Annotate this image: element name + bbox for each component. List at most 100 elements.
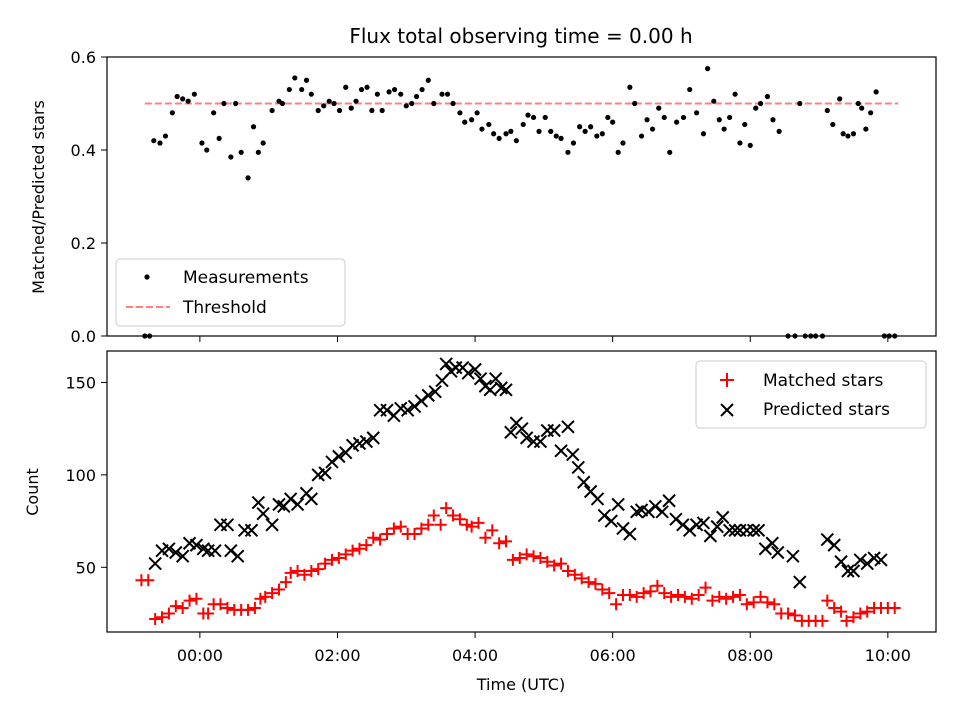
measurement-point xyxy=(582,128,588,134)
measurement-point xyxy=(204,147,210,153)
matched-star-point xyxy=(678,590,691,603)
measurement-point xyxy=(386,89,392,95)
measurement-point xyxy=(570,140,577,146)
bottom-legend-label-predicted: Predicted stars xyxy=(763,400,890,420)
measurement-point xyxy=(558,135,564,141)
measurement-point xyxy=(491,131,497,137)
predicted-star-point xyxy=(696,516,711,530)
x-tick-label: 10:00 xyxy=(865,646,911,665)
matched-star-point xyxy=(699,581,712,594)
matched-star-point xyxy=(291,564,304,577)
matched-star-point xyxy=(305,564,318,577)
measurement-point xyxy=(513,138,519,144)
measurement-point xyxy=(174,93,180,100)
measurements-legend-marker xyxy=(144,274,150,280)
predicted-star-point xyxy=(220,518,235,532)
top-legend-label-measurements: Measurements xyxy=(183,268,309,288)
matched-star-point xyxy=(434,518,447,531)
matched-star-point xyxy=(630,590,643,603)
predicted-star-point xyxy=(162,542,176,556)
matched-star-point xyxy=(603,587,616,600)
measurement-point xyxy=(704,66,711,72)
matched-star-point xyxy=(284,566,297,579)
matched-star-point xyxy=(408,528,421,541)
measurement-point xyxy=(462,119,468,125)
measurement-point xyxy=(863,126,869,132)
predicted-star-point xyxy=(571,460,585,475)
measurement-point xyxy=(830,121,836,128)
measurement-point xyxy=(520,121,526,128)
matched-star-point xyxy=(493,537,506,550)
predicted-star-point xyxy=(504,425,518,440)
measurement-point xyxy=(151,138,157,144)
matched-star-point xyxy=(596,583,609,596)
predicted-star-point xyxy=(483,383,497,397)
matched-star-point xyxy=(706,594,719,607)
measurement-point xyxy=(162,133,169,139)
predicted-star-point xyxy=(623,527,637,541)
top-y-axis-label: Matched/Predicted stars xyxy=(29,100,48,294)
matched-star-point xyxy=(788,609,801,622)
measurement-point xyxy=(255,149,261,155)
matched-star-point xyxy=(394,520,407,533)
measurement-point xyxy=(693,110,700,116)
predicted-star-point xyxy=(722,523,737,538)
top-legend-box xyxy=(115,258,346,327)
matched-star-point xyxy=(644,585,657,598)
matched-star-point xyxy=(610,598,623,611)
matched-star-point xyxy=(339,548,352,561)
matched-star-point xyxy=(346,544,359,557)
matched-star-point xyxy=(176,601,189,614)
matched-star-point xyxy=(548,559,561,572)
measurement-point xyxy=(211,110,217,116)
predicted-star-point xyxy=(716,510,730,525)
x-tick-label: 00:00 xyxy=(177,646,223,665)
matched-star-point xyxy=(761,596,774,609)
predicted-star-point xyxy=(561,420,575,434)
matched-star-point xyxy=(637,587,650,600)
matched-star-point xyxy=(733,589,746,602)
matched-star-point xyxy=(506,553,519,566)
measurement-point xyxy=(525,112,531,118)
matched-star-point xyxy=(374,533,387,546)
matched-star-point xyxy=(190,592,203,605)
x-tick-label: 04:00 xyxy=(452,646,498,665)
x-axis-label: Time (UTC) xyxy=(476,675,565,694)
matched-star-point xyxy=(221,601,234,614)
predicted-star-point xyxy=(771,545,785,560)
matched-star-point xyxy=(360,539,373,552)
matched-star-point xyxy=(623,589,636,602)
top-legend-label-threshold: Threshold xyxy=(182,298,267,318)
measurement-point xyxy=(508,128,514,134)
bottom-y-tick-label: 100 xyxy=(65,466,96,485)
measurement-point xyxy=(379,107,385,114)
matched-star-point xyxy=(713,590,726,603)
measurement-point xyxy=(398,91,404,97)
measurement-point xyxy=(245,175,251,181)
measurement-point xyxy=(687,86,693,93)
predicted-star-point xyxy=(366,431,380,445)
bottom-axes-frame xyxy=(106,350,937,633)
predicted-star-point xyxy=(662,494,676,508)
top-y-axis: 0.0 0.2 0.4 0.6 xyxy=(71,48,107,346)
matched-star-point xyxy=(727,590,740,603)
matched-star-point xyxy=(353,542,366,555)
predicted-star-point xyxy=(468,362,482,377)
matched-star-point xyxy=(427,509,440,522)
predicted-star-point xyxy=(488,372,503,386)
measurement-point xyxy=(199,140,205,146)
matched-star-point xyxy=(821,594,834,607)
top-legend: Measurements Threshold xyxy=(115,258,346,327)
bottom-y-axis: 50 100 150 xyxy=(65,373,107,577)
predicted-star-point xyxy=(473,372,488,386)
measurement-point xyxy=(279,100,286,107)
measurement-point xyxy=(180,96,186,102)
predicted-star-point xyxy=(499,383,513,397)
measurement-point xyxy=(873,89,879,95)
measurement-point xyxy=(364,84,370,90)
measurement-point xyxy=(840,131,846,137)
predicted-star-point xyxy=(461,366,475,380)
measurement-point xyxy=(700,131,707,137)
measurement-point xyxy=(409,100,415,107)
predicted-star-point xyxy=(728,523,742,538)
